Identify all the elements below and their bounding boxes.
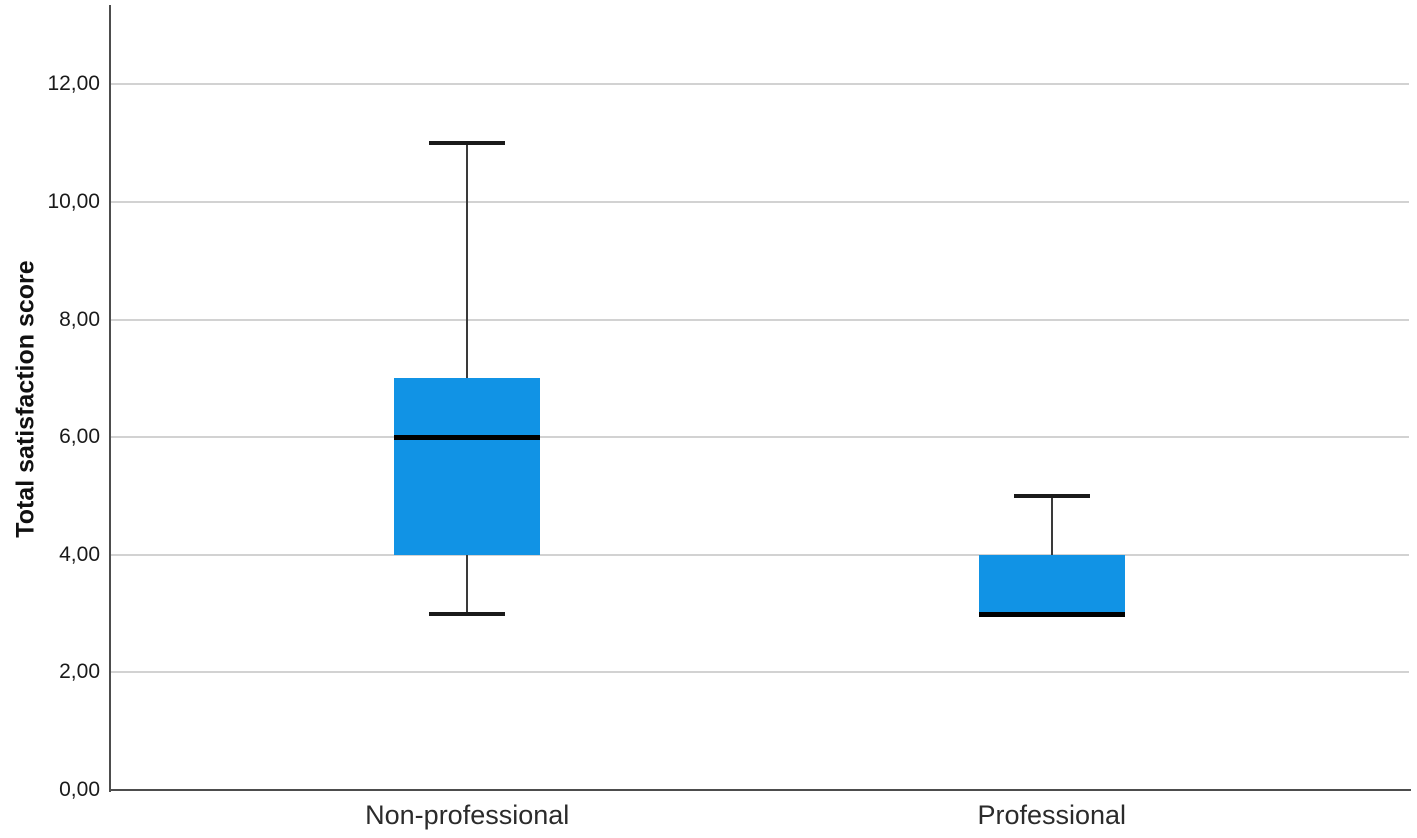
gridline <box>111 436 1409 439</box>
gridline <box>111 553 1409 556</box>
y-axis-line <box>109 5 111 792</box>
upper-whisker-line <box>1050 496 1053 555</box>
gridline <box>111 318 1409 321</box>
x-category-label: Professional <box>977 800 1127 830</box>
lower-whisker-cap <box>429 611 506 616</box>
y-axis-title: Total satisfaction score <box>11 260 40 538</box>
median-line <box>394 435 541 441</box>
median-line <box>978 611 1125 617</box>
y-tick-label: 10,00 <box>47 190 100 214</box>
y-tick-label: 6,00 <box>59 425 100 449</box>
box-iqr-rect <box>394 378 541 555</box>
gridline <box>111 671 1409 674</box>
gridline <box>111 201 1409 204</box>
gridline <box>111 83 1409 86</box>
upper-whisker-cap <box>1013 494 1090 498</box>
lower-whisker-line <box>466 554 469 614</box>
box-iqr-rect <box>978 554 1125 614</box>
y-tick-label: 0,00 <box>59 778 100 801</box>
x-category-label: Non-professional <box>365 800 570 830</box>
y-tick-label: 2,00 <box>59 660 100 684</box>
y-tick-label: 4,00 <box>59 542 100 566</box>
x-axis-line <box>109 789 1411 791</box>
upper-whisker-line <box>466 143 469 379</box>
upper-whisker-cap <box>429 141 506 146</box>
y-tick-label: 12,00 <box>47 72 100 96</box>
y-tick-label: 8,00 <box>59 307 100 331</box>
